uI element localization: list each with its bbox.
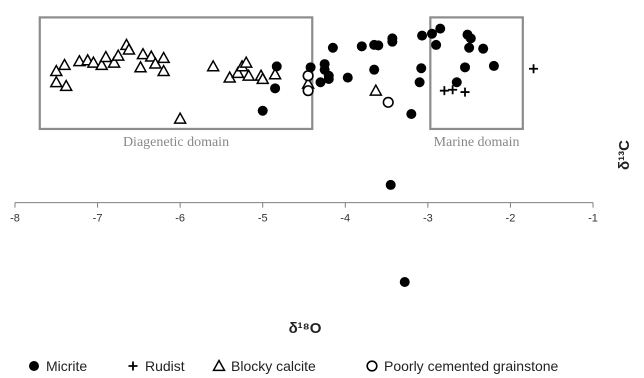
domain-label-diagenetic: Diagenetic domain [123,135,229,150]
point-micrite [414,77,425,88]
point-rudist [439,86,449,96]
point-micrite [451,77,462,88]
point-micrite [356,41,367,52]
point-blocky-calcite [231,65,245,79]
point-poorly-cemented-grainstone [302,70,314,82]
point-micrite [416,63,427,74]
point-blocky-calcite [241,68,256,81]
legend-marker-poorly-cemented-grainstone [366,360,378,372]
point-blocky-calcite [94,57,109,71]
point-micrite [460,62,471,73]
x-tick-label: -1 [588,213,598,225]
x-tick-label: -6 [175,213,185,225]
point-micrite [399,277,410,287]
point-blocky-calcite [133,60,148,73]
x-tick-label: -4 [340,213,350,225]
point-micrite [257,105,268,116]
legend-label-micrite: Micrite [46,358,87,374]
y-axis-title: δ¹³C [616,140,633,170]
point-micrite [488,60,499,71]
legend-marker-rudist [128,361,138,371]
point-micrite [327,42,338,53]
domain-label-marine: Marine domain [434,135,520,150]
x-tick-label: -2 [506,213,516,225]
point-poorly-cemented-grainstone [302,85,314,97]
point-blocky-calcite [173,111,187,124]
legend-marker-micrite [29,361,39,371]
point-blocky-calcite [122,42,136,55]
point-micrite [385,179,396,190]
legend-label-poorly-cemented-grainstone: Poorly cemented grainstone [384,358,559,374]
point-blocky-calcite [107,55,121,68]
x-tick-label: -3 [423,213,433,225]
data-points [49,23,539,287]
point-blocky-calcite [268,67,282,80]
point-blocky-calcite [86,55,101,68]
x-tick-label: -5 [258,213,268,225]
point-blocky-calcite [156,64,171,77]
point-micrite [417,30,428,41]
point-micrite [431,39,442,50]
legend-label-rudist: Rudist [145,358,185,374]
point-blocky-calcite [136,47,150,60]
x-axis-title: δ¹⁸O [289,320,322,337]
point-micrite [373,40,384,51]
domain-boxes: Diagenetic domain Marine domain [38,16,524,150]
legend-label-blocky-calcite: Blocky calcite [231,358,316,374]
point-micrite [271,61,282,72]
point-blocky-calcite [99,50,113,63]
legend-marker-blocky-calcite [212,358,226,372]
point-micrite [406,109,417,119]
point-blocky-calcite [369,83,383,96]
point-blocky-calcite [239,55,253,68]
point-micrite [426,28,437,39]
domain-box-diagenetic [38,16,314,131]
point-micrite [478,43,489,54]
point-micrite [387,36,398,47]
point-blocky-calcite [206,59,220,72]
point-rudist [460,87,470,97]
point-blocky-calcite [72,54,87,67]
point-micrite [465,33,476,44]
point-blocky-calcite [59,78,73,92]
point-blocky-calcite [144,49,159,62]
point-rudist [448,85,458,95]
point-rudist [529,64,539,74]
x-tick-label: -8 [10,213,20,225]
domain-box-marine [429,16,524,131]
point-micrite [369,64,380,75]
point-blocky-calcite [57,57,72,71]
point-micrite [464,42,475,53]
point-micrite [435,23,446,34]
point-micrite [305,62,316,73]
point-blocky-calcite [156,50,171,64]
point-micrite [315,77,326,88]
point-micrite [270,83,281,94]
point-micrite [342,72,353,83]
legend: Micrite Rudist Blocky calcite Poorly cement… [29,358,559,374]
tick-labels: -8-7-6-5-4-3-2-1-2-101234 [10,202,598,225]
point-poorly-cemented-grainstone [382,96,394,108]
axes [15,202,593,204]
x-tick-label: -7 [93,213,103,225]
point-blocky-calcite [255,71,270,85]
point-blocky-calcite [49,75,64,88]
point-blocky-calcite [111,48,125,61]
point-micrite [323,74,334,84]
